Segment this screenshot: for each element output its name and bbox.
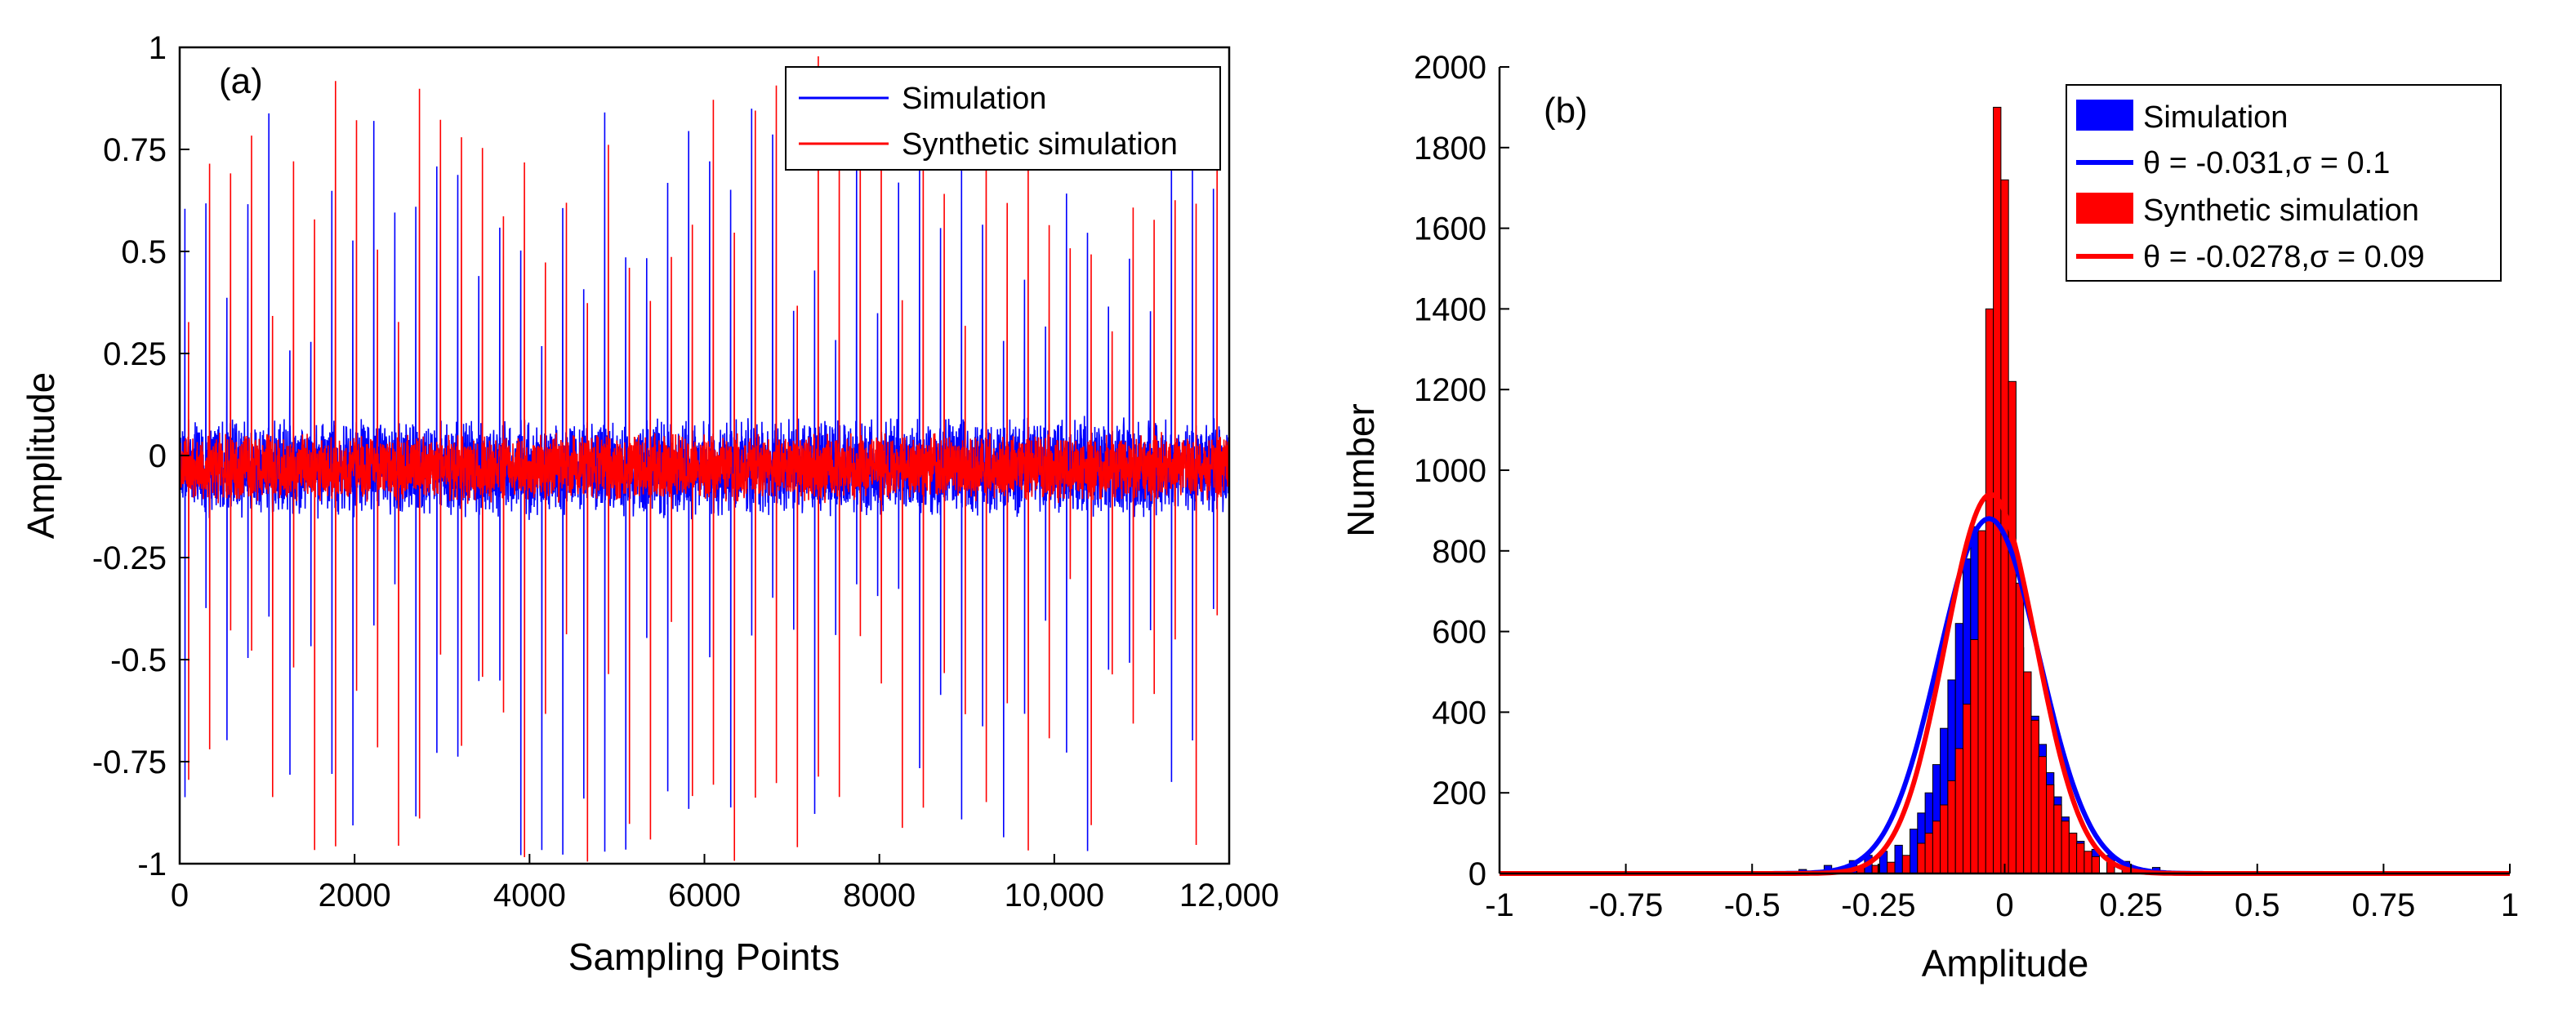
chart-b-y-tick-label: 1600 [1414, 211, 1486, 247]
chart-b-bar-synthetic [1970, 639, 1979, 874]
chart-b-bar-synthetic [1917, 842, 1926, 874]
chart-b-bar-synthetic [1901, 855, 1911, 874]
chart-a-y-tick-label: 0.75 [103, 132, 167, 168]
chart-b-y-tick-label: 800 [1432, 534, 1486, 570]
chart-a-y-tick-label: 1 [149, 30, 167, 66]
chart-b-x-axis-label: Amplitude [1922, 942, 2089, 985]
chart-b-bar-synthetic [2008, 380, 2017, 874]
chart-a-y-tick-label: 0 [149, 438, 167, 474]
chart-b-y-tick-label: 400 [1432, 695, 1486, 731]
chart-a-y-tick-label: -0.75 [92, 745, 167, 780]
chart-b-histogram: -1 -0.75 -0.5 -0.25 0 0.25 0.5 0.75 1 0 200 400 600 8… [1339, 50, 2519, 985]
chart-a-legend-box [785, 66, 1221, 171]
chart-b-bar-synthetic [1963, 704, 1972, 874]
chart-b-bar-synthetic [1947, 780, 1956, 874]
chart-b-y-tick-label: 1400 [1414, 291, 1486, 327]
chart-b-bar-synthetic [1954, 748, 1963, 874]
chart-b-x-tick-label: -0.25 [1841, 887, 1915, 923]
chart-b-bar-synthetic [2084, 851, 2092, 874]
chart-b-x-tick-label: -1 [1485, 887, 1514, 923]
chart-b-bar-synthetic [1985, 308, 1994, 874]
chart-b-bar-simulation [1894, 844, 1903, 874]
chart-a-signal-lines [179, 56, 1230, 862]
chart-a-x-tick-label: 6000 [668, 878, 741, 913]
chart-b-bar-synthetic [2068, 833, 2078, 874]
chart-b-y-tick-label: 1800 [1414, 131, 1486, 167]
chart-a-legend: Simulation Synthetic simulation [785, 66, 1221, 171]
chart-b-bar-synthetic [2061, 820, 2070, 874]
chart-a-y-axis-label: Amplitude [20, 372, 62, 540]
chart-a-y-tick-label: -0.5 [110, 642, 167, 678]
chart-a-x-tick-label: 4000 [493, 878, 566, 913]
chart-b-legend-label-synthetic-fit: θ = -0.0278,σ = 0.09 [2143, 240, 2425, 274]
chart-b-legend-swatch-synthetic [2076, 193, 2133, 224]
chart-a-time-series: 0 2000 4000 6000 8000 10,000 12,000 1 0.75 0.5 0.2… [20, 30, 1279, 978]
chart-b-y-tick-label: 2000 [1414, 50, 1486, 86]
chart-a-x-tick-label: 0 [171, 878, 189, 913]
chart-a-y-tick-label: -0.25 [92, 540, 167, 576]
chart-b-bar-synthetic [1932, 820, 1941, 874]
chart-a-x-tick-label: 2000 [319, 878, 391, 913]
chart-a-x-tick-label: 8000 [843, 878, 916, 913]
chart-b-x-tick-label: -0.5 [1724, 887, 1780, 923]
chart-b-bar-synthetic [2046, 784, 2055, 874]
chart-b-bar-synthetic [1924, 833, 1933, 874]
chart-b-bar-simulation [1910, 829, 1919, 874]
chart-a-y-tick-label: 0.25 [103, 336, 167, 372]
chart-b-bar-synthetic [2038, 756, 2047, 874]
chart-a-y-tick-label: 0.5 [121, 234, 167, 270]
chart-a-x-tick-label: 12,000 [1179, 878, 1279, 913]
chart-b-legend-swatch-simulation [2076, 100, 2133, 131]
chart-b-bar-synthetic [2076, 842, 2085, 874]
chart-b-legend-label-simulation: Simulation [2143, 100, 2288, 135]
chart-b-panel-label: (b) [1544, 91, 1588, 131]
chart-a-y-tick-label: -1 [137, 847, 167, 882]
chart-b-y-tick-label: 1200 [1414, 372, 1486, 408]
chart-b-bar-synthetic [1940, 804, 1949, 874]
chart-b-legend-label-synthetic: Synthetic simulation [2143, 193, 2419, 228]
chart-b-legend-box [2066, 84, 2502, 282]
chart-a-x-axis-label: Sampling Points [568, 936, 840, 978]
chart-b-y-tick-label: 0 [1468, 856, 1486, 892]
chart-b-legend-label-simulation-fit: θ = -0.031,σ = 0.1 [2143, 146, 2390, 180]
chart-b-bar-synthetic [1887, 861, 1896, 874]
chart-b-ticks: -1 -0.75 -0.5 -0.25 0 0.25 0.5 0.75 1 0 200 400 600 8… [1414, 50, 2519, 923]
chart-b-bar-synthetic [1977, 530, 1986, 874]
chart-b-bar-synthetic [2023, 671, 2032, 874]
chart-a-series-line-synthetic [179, 56, 1230, 862]
chart-b-x-tick-label: 0 [1995, 887, 2013, 923]
chart-b-legend: Simulation θ = -0.031,σ = 0.1 Synthetic … [2066, 84, 2502, 282]
chart-b-bar-synthetic [2091, 856, 2100, 874]
chart-b-y-tick-label: 200 [1432, 776, 1486, 811]
chart-b-y-axis-label: Number [1339, 403, 1382, 537]
chart-b-y-tick-label: 1000 [1414, 453, 1486, 489]
chart-b-y-tick-label: 600 [1432, 615, 1486, 651]
chart-a-legend-label-synthetic: Synthetic simulation [902, 127, 1178, 162]
chart-b-bar-synthetic [2015, 582, 2025, 874]
chart-b-bar-synthetic [1993, 106, 2002, 874]
chart-a-ticks: 0 2000 4000 6000 8000 10,000 12,000 1 0.75 0.5 0.2… [92, 30, 1279, 913]
chart-b-x-tick-label: 0.5 [2235, 887, 2280, 923]
chart-a-panel-label: (a) [219, 61, 263, 101]
chart-a-legend-label-simulation: Simulation [902, 82, 1046, 116]
chart-b-x-tick-label: 0.75 [2351, 887, 2415, 923]
chart-b-bar-synthetic [2030, 719, 2039, 874]
chart-a-x-tick-label: 10,000 [1005, 878, 1104, 913]
chart-b-x-tick-label: 0.25 [2099, 887, 2163, 923]
chart-b-x-tick-label: 1 [2501, 887, 2519, 923]
chart-b-x-tick-label: -0.75 [1589, 887, 1663, 923]
chart-b-bar-synthetic [2053, 804, 2062, 874]
